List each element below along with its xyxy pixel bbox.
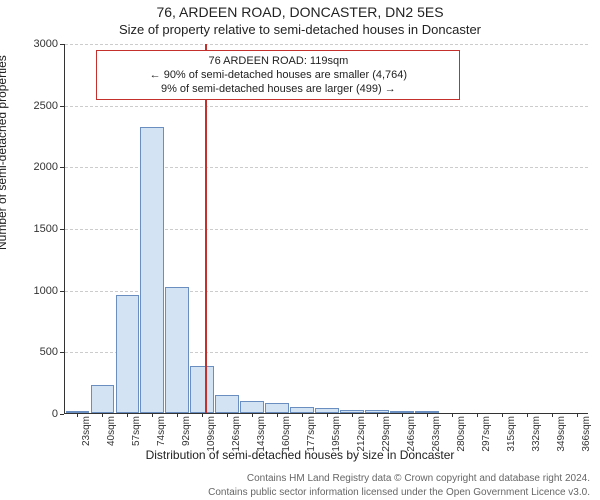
y-tick-label: 1000 [34, 285, 58, 297]
y-tick-label: 3000 [34, 38, 58, 50]
annotation-line-1: 76 ARDEEN ROAD: 119sqm [105, 54, 451, 68]
y-tick-mark [60, 106, 64, 107]
x-tick-mark [302, 413, 303, 417]
x-tick-label: 40sqm [106, 416, 117, 446]
x-tick-label: 177sqm [306, 416, 317, 452]
x-tick-label: 212sqm [356, 416, 367, 452]
x-tick-label: 263sqm [431, 416, 442, 452]
x-tick-label: 366sqm [581, 416, 592, 452]
x-tick-label: 315sqm [506, 416, 517, 452]
y-tick-label: 500 [40, 346, 58, 358]
y-tick-mark [60, 229, 64, 230]
x-tick-mark [152, 413, 153, 417]
x-tick-label: 143sqm [256, 416, 267, 452]
x-tick-label: 126sqm [231, 416, 242, 452]
histogram-bar [190, 366, 214, 413]
y-tick-mark [60, 291, 64, 292]
y-tick-mark [60, 352, 64, 353]
x-tick-label: 349sqm [556, 416, 567, 452]
page-title: 76, ARDEEN ROAD, DONCASTER, DN2 5ES [0, 4, 600, 20]
histogram-bar [240, 401, 264, 413]
x-tick-mark [77, 413, 78, 417]
histogram-bar [165, 287, 189, 413]
y-tick-mark [60, 414, 64, 415]
x-tick-mark [427, 413, 428, 417]
histogram-bar [116, 295, 140, 413]
x-tick-mark [327, 413, 328, 417]
histogram-bar [140, 127, 164, 413]
annotation-box: 76 ARDEEN ROAD: 119sqm← 90% of semi-deta… [96, 50, 460, 101]
x-tick-label: 92sqm [181, 416, 192, 446]
y-tick-label: 2500 [34, 100, 58, 112]
x-tick-label: 297sqm [481, 416, 492, 452]
x-tick-mark [477, 413, 478, 417]
histogram-bar [91, 385, 115, 413]
x-tick-label: 23sqm [81, 416, 92, 446]
x-tick-label: 229sqm [381, 416, 392, 452]
x-tick-mark [502, 413, 503, 417]
x-tick-mark [552, 413, 553, 417]
x-tick-label: 280sqm [456, 416, 467, 452]
annotation-line-3: 9% of semi-detached houses are larger (4… [105, 82, 451, 96]
x-tick-label: 246sqm [406, 416, 417, 452]
x-tick-mark [527, 413, 528, 417]
x-tick-label: 109sqm [206, 416, 217, 452]
x-tick-mark [202, 413, 203, 417]
x-tick-mark [177, 413, 178, 417]
annotation-line-2: ← 90% of semi-detached houses are smalle… [105, 68, 451, 82]
x-tick-label: 195sqm [331, 416, 342, 452]
y-axis-label: Number of semi-detached properties [0, 55, 9, 250]
x-tick-mark [227, 413, 228, 417]
histogram-bar [265, 403, 289, 413]
y-tick-label: 1500 [34, 223, 58, 235]
x-tick-label: 160sqm [281, 416, 292, 452]
plot-area: 76 ARDEEN ROAD: 119sqm← 90% of semi-deta… [64, 44, 588, 414]
x-tick-mark [402, 413, 403, 417]
x-tick-mark [377, 413, 378, 417]
x-tick-mark [102, 413, 103, 417]
x-tick-mark [127, 413, 128, 417]
x-tick-mark [252, 413, 253, 417]
x-tick-mark [352, 413, 353, 417]
footer-line-1: Contains HM Land Registry data © Crown c… [0, 473, 590, 484]
y-tick-mark [60, 167, 64, 168]
histogram-bar [215, 395, 239, 414]
chart-area: 76 ARDEEN ROAD: 119sqm← 90% of semi-deta… [64, 44, 588, 414]
x-tick-label: 74sqm [156, 416, 167, 446]
page-subtitle: Size of property relative to semi-detach… [0, 22, 600, 37]
y-tick-label: 2000 [34, 161, 58, 173]
x-tick-mark [452, 413, 453, 417]
x-tick-label: 332sqm [531, 416, 542, 452]
footer-line-2: Contains public sector information licen… [0, 487, 590, 498]
x-tick-mark [277, 413, 278, 417]
x-axis-label: Distribution of semi-detached houses by … [0, 448, 600, 462]
x-tick-mark [577, 413, 578, 417]
y-tick-mark [60, 44, 64, 45]
x-tick-label: 57sqm [131, 416, 142, 446]
y-tick-label: 0 [52, 408, 58, 420]
